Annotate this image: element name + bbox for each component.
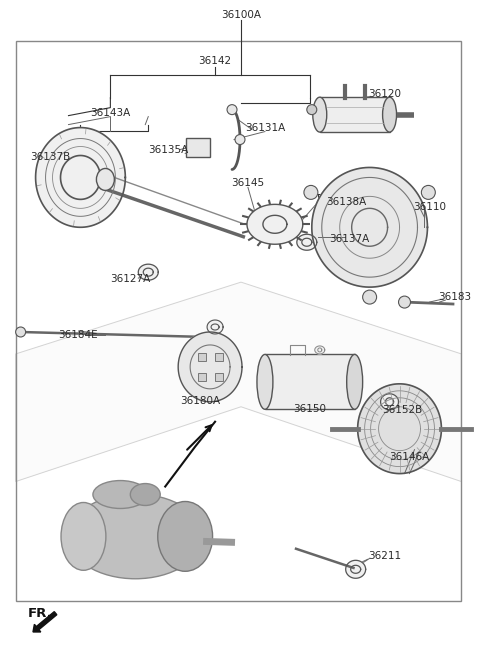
Circle shape — [16, 327, 25, 337]
Polygon shape — [297, 235, 317, 250]
Text: 36127A: 36127A — [110, 274, 150, 284]
Text: 36183: 36183 — [438, 292, 471, 302]
Ellipse shape — [158, 501, 213, 572]
Text: 36120: 36120 — [368, 89, 401, 99]
Ellipse shape — [347, 354, 363, 409]
Text: 36150: 36150 — [293, 404, 326, 414]
Circle shape — [235, 135, 245, 145]
Ellipse shape — [257, 354, 273, 409]
Bar — [215, 373, 223, 381]
Text: 36138A: 36138A — [326, 197, 367, 208]
Ellipse shape — [96, 168, 114, 191]
Ellipse shape — [383, 97, 396, 132]
Polygon shape — [381, 394, 398, 410]
Circle shape — [227, 104, 237, 114]
Ellipse shape — [363, 290, 377, 304]
Polygon shape — [312, 168, 428, 287]
Text: 36180A: 36180A — [180, 396, 220, 406]
Bar — [16, 41, 461, 601]
Text: 36135A: 36135A — [148, 145, 188, 154]
Polygon shape — [138, 264, 158, 280]
Text: 36146A: 36146A — [389, 451, 430, 462]
Text: 36211: 36211 — [368, 551, 401, 561]
Bar — [320, 97, 390, 131]
Polygon shape — [36, 127, 125, 227]
Bar — [198, 353, 205, 361]
Text: 36143A: 36143A — [90, 108, 131, 118]
Text: 36152B: 36152B — [383, 405, 423, 415]
Bar — [265, 354, 355, 409]
Text: 36184E: 36184E — [59, 330, 98, 340]
Text: 36110: 36110 — [413, 202, 446, 212]
Circle shape — [398, 296, 410, 308]
Ellipse shape — [304, 185, 318, 199]
Ellipse shape — [93, 480, 148, 509]
Polygon shape — [358, 384, 442, 474]
Text: 36137A: 36137A — [330, 235, 370, 244]
Polygon shape — [178, 332, 242, 402]
Bar — [198, 373, 205, 381]
Circle shape — [307, 104, 317, 114]
Bar — [186, 137, 210, 158]
Polygon shape — [16, 282, 461, 482]
Text: 36131A: 36131A — [245, 123, 285, 133]
Polygon shape — [346, 560, 366, 578]
Text: 36145: 36145 — [231, 179, 264, 189]
Ellipse shape — [313, 97, 327, 132]
Ellipse shape — [130, 484, 160, 505]
Bar — [215, 353, 223, 361]
Ellipse shape — [421, 185, 435, 199]
Ellipse shape — [68, 494, 203, 579]
Text: 36100A: 36100A — [221, 10, 261, 20]
Text: 36137B: 36137B — [30, 152, 71, 162]
Text: 36142: 36142 — [199, 56, 232, 66]
Polygon shape — [315, 346, 325, 354]
FancyArrow shape — [33, 612, 57, 632]
Text: FR.: FR. — [28, 606, 53, 620]
Ellipse shape — [61, 503, 106, 570]
Polygon shape — [247, 204, 303, 244]
Polygon shape — [207, 320, 223, 334]
